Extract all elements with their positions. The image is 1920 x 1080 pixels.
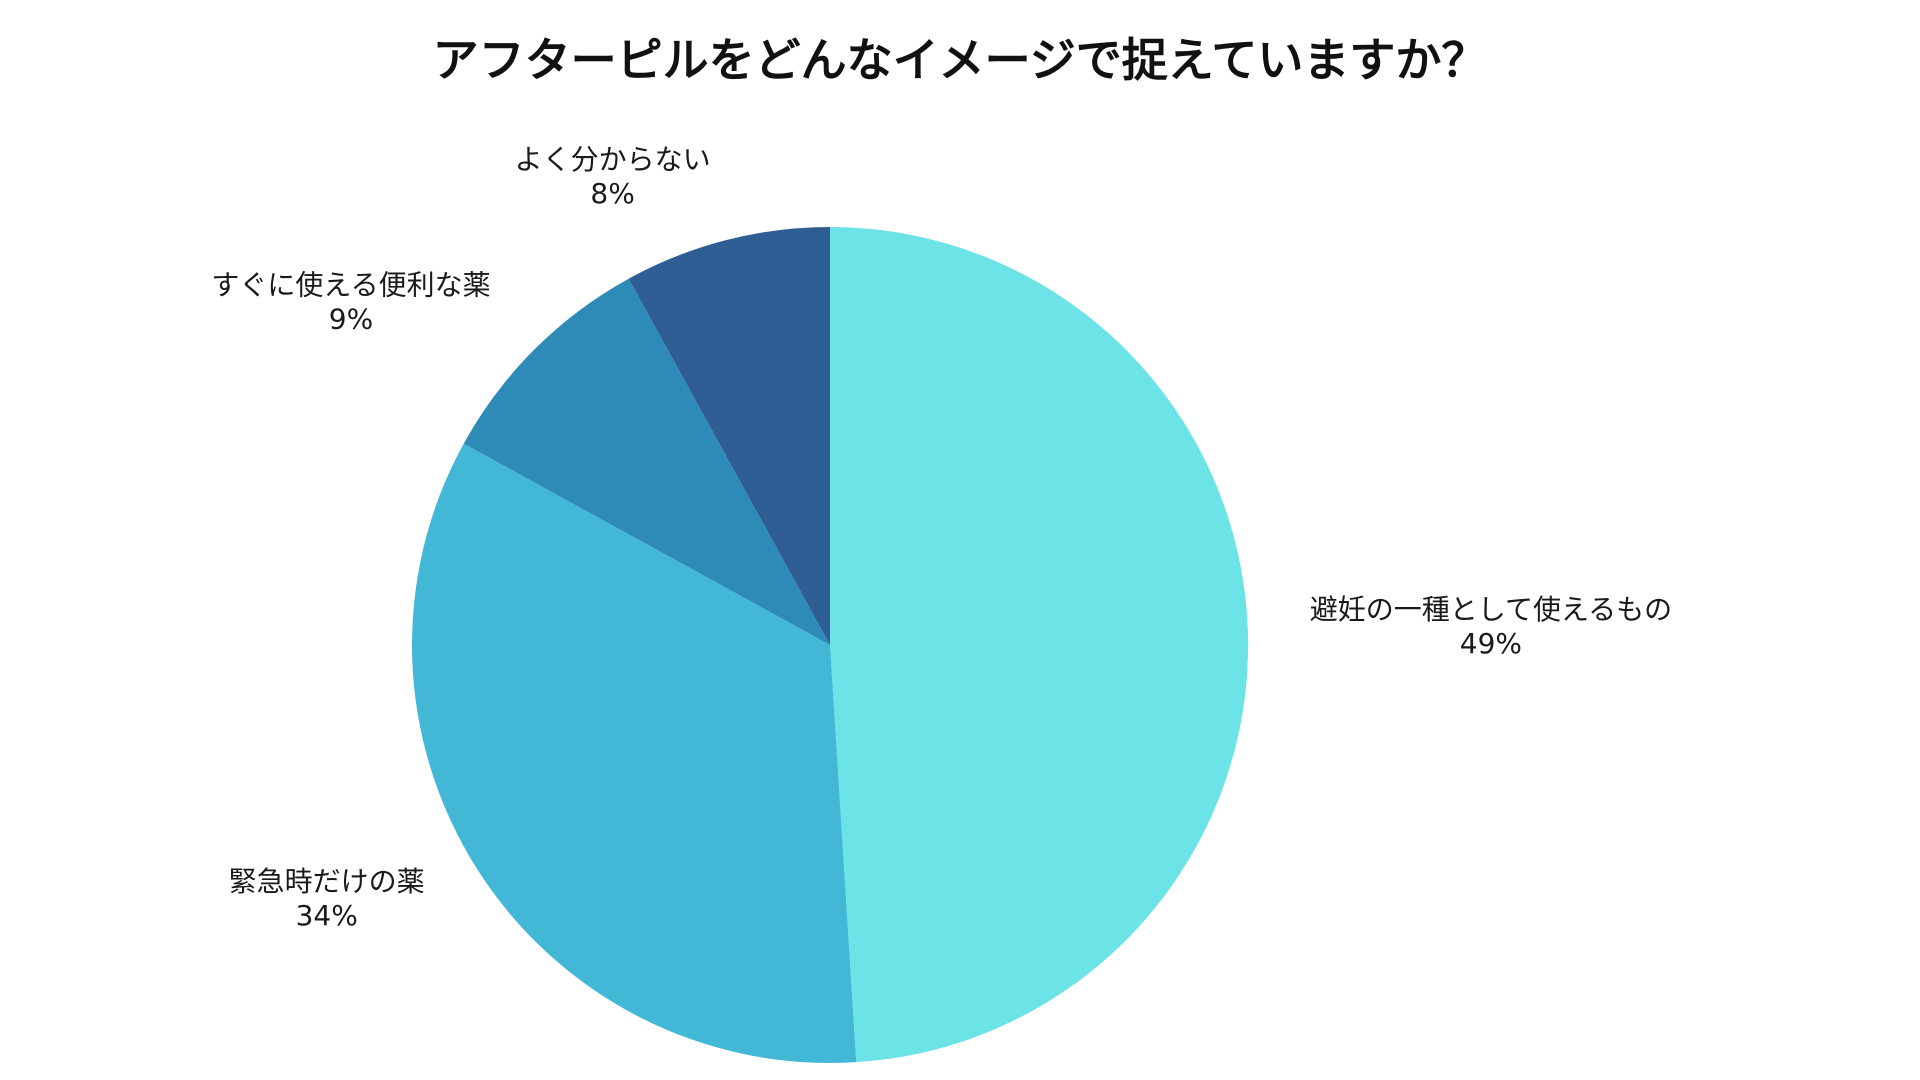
chart-title: アフターピルをどんなイメージで捉えていますか？: [433, 33, 1488, 87]
slice-label-3: すぐに使える便利な薬: [211, 269, 490, 302]
slice-value-2: 34%: [296, 899, 358, 932]
pie-slice-2: [411, 443, 857, 1064]
pie-slice-1: [830, 227, 1249, 1063]
slice-value-1: 49%: [1460, 627, 1522, 660]
slice-label-2: 緊急時だけの薬: [229, 865, 425, 898]
slice-label-1: 避妊の一種として使えるもの: [1310, 593, 1672, 626]
slice-value-4: 8%: [590, 177, 634, 210]
slice-value-3: 9%: [329, 303, 373, 336]
pie-slice-4: [628, 227, 830, 645]
slice-label-4: よく分からない: [515, 143, 711, 176]
pie-slices: [411, 227, 1249, 1064]
pie-slice-3: [463, 278, 830, 645]
